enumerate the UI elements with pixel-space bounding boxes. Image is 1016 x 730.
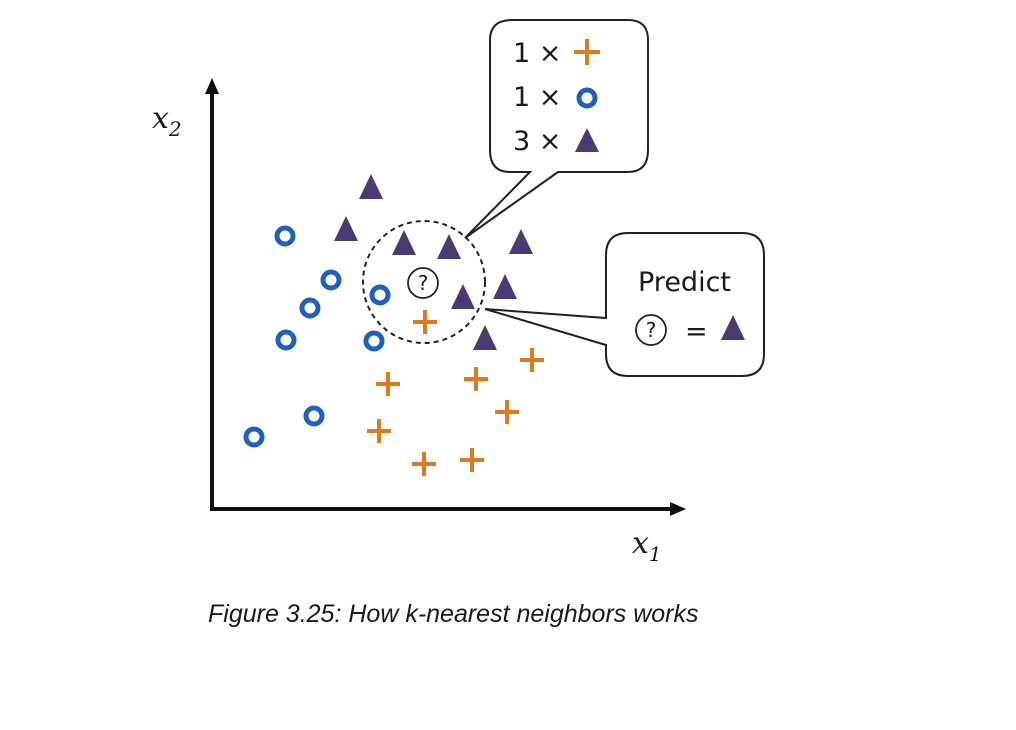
circle-point [274, 225, 296, 247]
y-axis-label: x2 [152, 101, 182, 141]
cross-point [367, 419, 391, 443]
legend-triangle-icon [575, 128, 599, 152]
triangle-point [334, 216, 358, 241]
y-axis-label-subscript: 2 [168, 117, 182, 141]
circle-point [363, 330, 385, 352]
circle-point [369, 284, 391, 306]
query-point-symbol: ? [418, 271, 429, 295]
prediction-bubble-shape [484, 232, 765, 377]
cross-point [412, 452, 436, 476]
figure-caption: Figure 3.25: How k-nearest neighbors wor… [208, 600, 699, 628]
legend-cross-icon [574, 39, 600, 65]
triangle-point [509, 229, 533, 254]
prediction-title: Predict [638, 267, 731, 298]
query-point-circle [407, 267, 439, 299]
legend-circle-count: 1 × [513, 82, 561, 113]
cross-point [413, 310, 437, 334]
triangle-point [359, 174, 383, 199]
legend-cross-count: 1 × [513, 38, 561, 69]
neighborhood-circle [362, 220, 486, 344]
circle-points [243, 225, 391, 448]
neighbor-count-bubble-shape [464, 19, 649, 239]
x-axis-label-main: x [632, 526, 649, 561]
neighbor-count-bubble: 1 × 1 × 3 × [464, 19, 649, 239]
prediction-equals: = [685, 316, 708, 347]
prediction-bubble: Predict ? = [484, 232, 765, 377]
legend-triangle-count: 3 × [513, 126, 561, 157]
x-axis-arrow-icon [670, 502, 686, 516]
triangle-point [437, 234, 461, 259]
cross-point [460, 448, 484, 472]
cross-point [520, 348, 544, 372]
x-axis-label: x1 [632, 526, 662, 566]
triangle-point [473, 325, 497, 350]
triangle-point [451, 284, 475, 309]
circle-point [275, 329, 297, 351]
prediction-triangle-icon [721, 315, 745, 340]
triangle-points [334, 174, 533, 350]
triangle-point [493, 274, 517, 299]
triangle-point [392, 230, 416, 255]
prediction-query-symbol: ? [646, 318, 657, 342]
query-point: ? [407, 267, 439, 299]
cross-point [464, 367, 488, 391]
prediction-query-circle [635, 314, 667, 346]
cross-points [367, 310, 544, 476]
x-axis-label-subscript: 1 [649, 542, 662, 566]
circle-point [303, 405, 325, 427]
cross-point [495, 400, 519, 424]
y-axis-label-main: x [152, 101, 169, 136]
cross-point [376, 372, 400, 396]
circle-point [243, 426, 265, 448]
y-axis-arrow-icon [205, 78, 219, 94]
legend-circle-icon [576, 87, 598, 109]
circle-point [320, 269, 342, 291]
circle-point [299, 297, 321, 319]
